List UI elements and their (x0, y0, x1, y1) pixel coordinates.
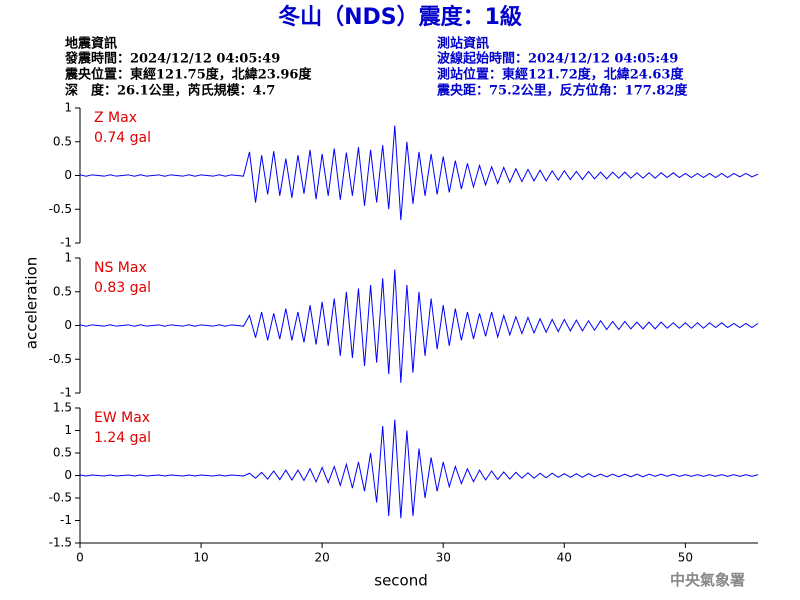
y-tick-label: -1 (60, 386, 72, 400)
y-tick-label: 0 (64, 168, 72, 182)
max-label: 1.24 gal (94, 430, 151, 446)
info-line: 測站位置：東經121.72度，北緯24.63度 (437, 67, 684, 83)
info-line: 震央位置：東經121.75度，北緯23.96度 (64, 67, 312, 83)
info-line: 發震時間：2024/12/12 04:05:49 (64, 51, 280, 67)
y-tick-label: -0.5 (49, 491, 72, 505)
waveform (79, 125, 759, 221)
x-tick-label: 0 (76, 551, 84, 565)
x-tick-label: 20 (315, 551, 330, 565)
info-line: 測站資訊 (437, 36, 489, 52)
y-tick-label: 1 (64, 101, 72, 115)
series-label: NS Max (94, 260, 147, 276)
max-label: 0.74 gal (94, 130, 151, 146)
x-tick-label: 50 (678, 551, 693, 565)
info-line: 深 度：26.1公里，芮氏規模：4.7 (65, 83, 275, 99)
y-tick-label: 1.5 (53, 401, 72, 415)
y-tick-label: 0.5 (53, 284, 72, 298)
chart-title: 冬山（NDS）震度：1級 (278, 4, 522, 30)
footer: 中央氣象署 (670, 571, 745, 589)
y-tick-label: 0 (64, 468, 72, 482)
max-label: 0.83 gal (94, 280, 151, 296)
y-tick-label: -0.5 (49, 352, 72, 366)
x-tick-label: 30 (436, 551, 451, 565)
y-axis-label: acceleration (23, 257, 41, 349)
y-tick-label: 0 (64, 318, 72, 332)
series-label: Z Max (94, 110, 137, 126)
series-label: EW Max (94, 410, 150, 426)
info-line: 震央距：75.2公里，反方位角：177.82度 (436, 83, 688, 99)
x-axis-label: second (374, 572, 428, 590)
x-tick-label: 10 (193, 551, 208, 565)
y-tick-label: -1 (60, 513, 72, 527)
y-tick-label: -0.5 (49, 202, 72, 216)
y-tick-label: -1 (60, 236, 72, 250)
y-tick-label: 0.5 (53, 134, 72, 148)
waveform (79, 269, 759, 383)
info-line: 波線起始時間：2024/12/12 04:05:49 (437, 51, 678, 67)
x-tick-label: 40 (557, 551, 572, 565)
y-tick-label: 1 (64, 423, 72, 437)
y-tick-label: -1.5 (49, 536, 72, 550)
info-line: 地震資訊 (65, 36, 117, 52)
waveform (79, 419, 759, 519)
y-tick-label: 0.5 (53, 446, 72, 460)
y-tick-label: 1 (64, 251, 72, 265)
